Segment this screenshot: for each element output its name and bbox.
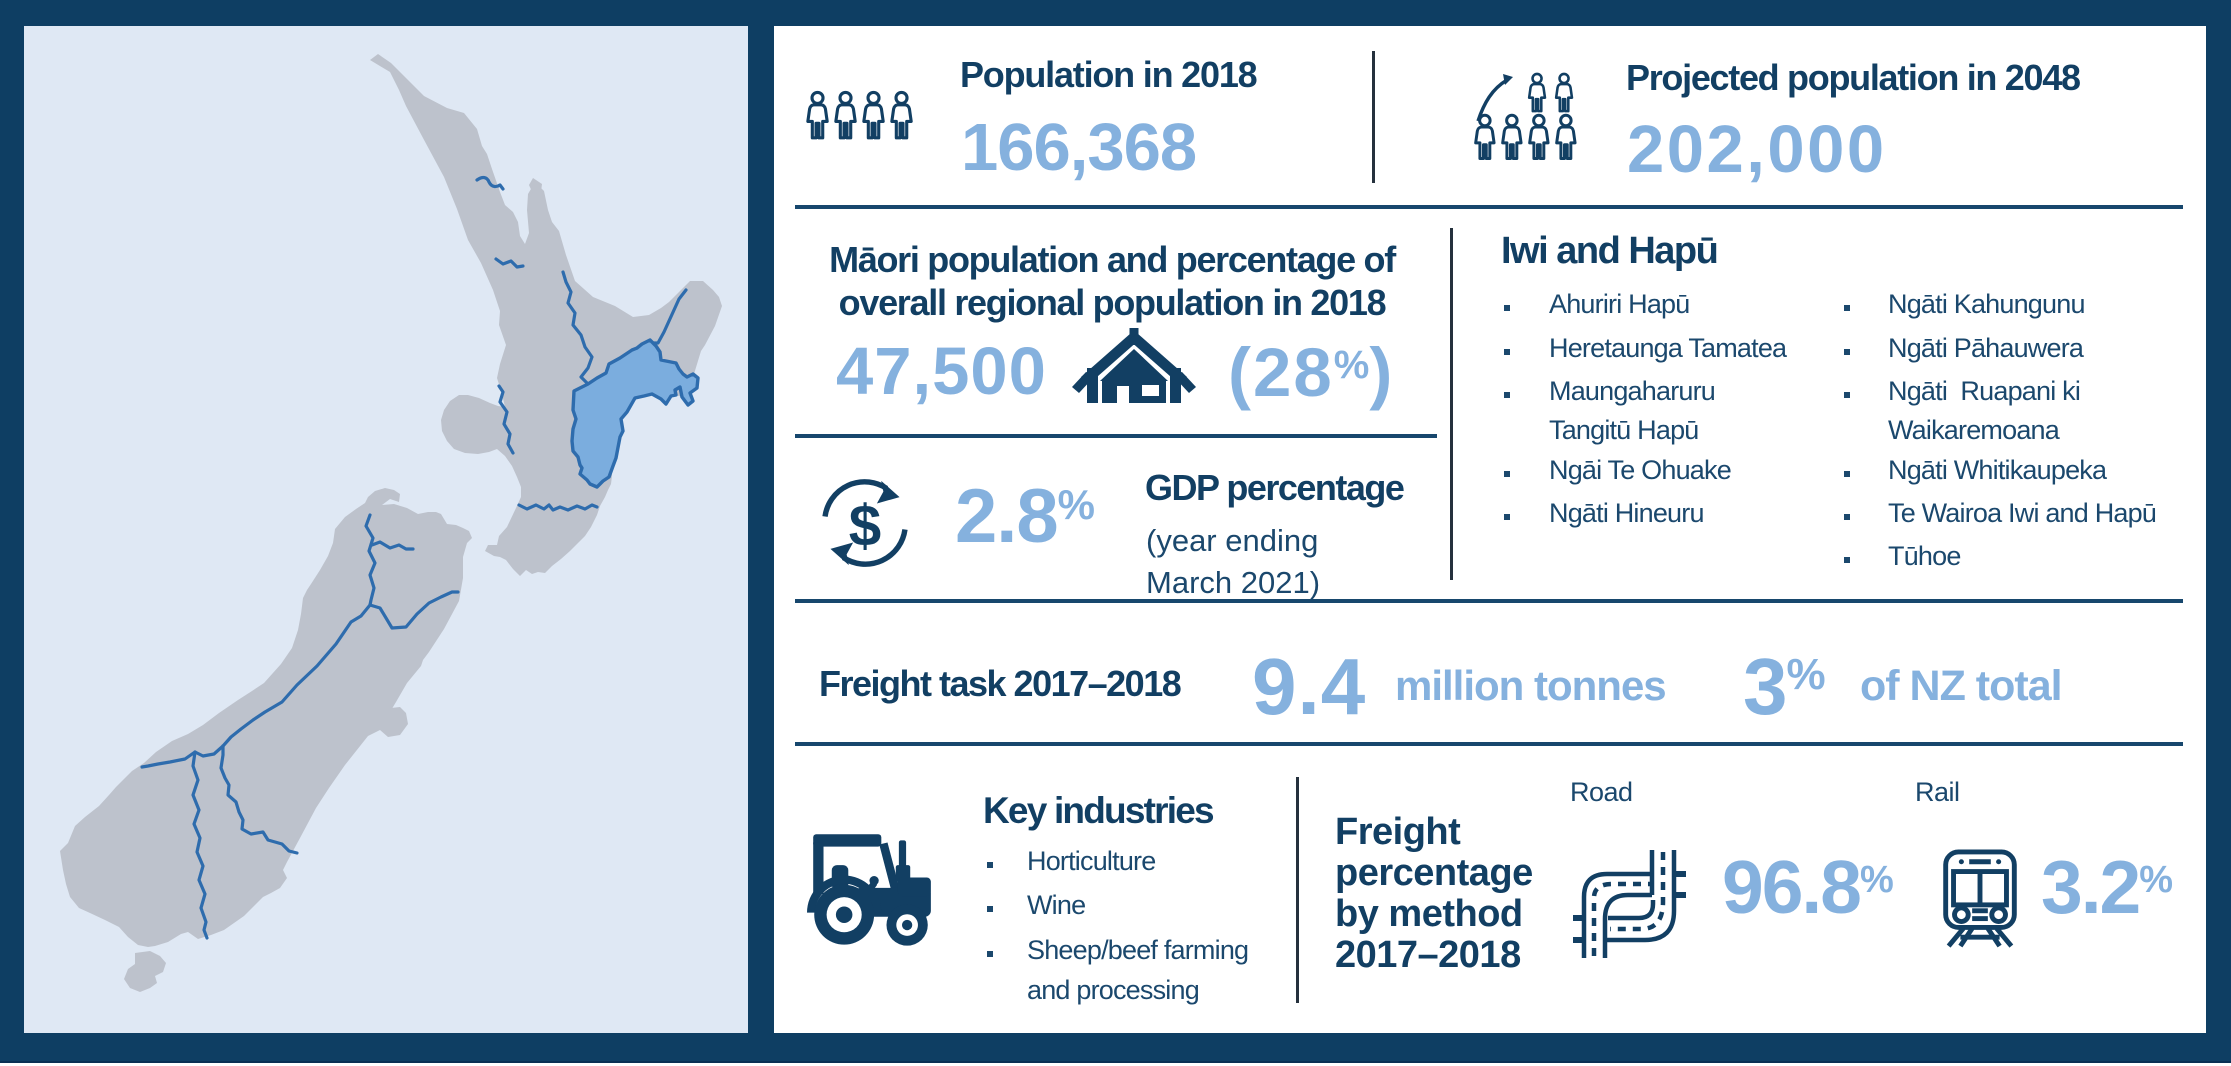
svg-text:$: $ [849, 494, 881, 559]
